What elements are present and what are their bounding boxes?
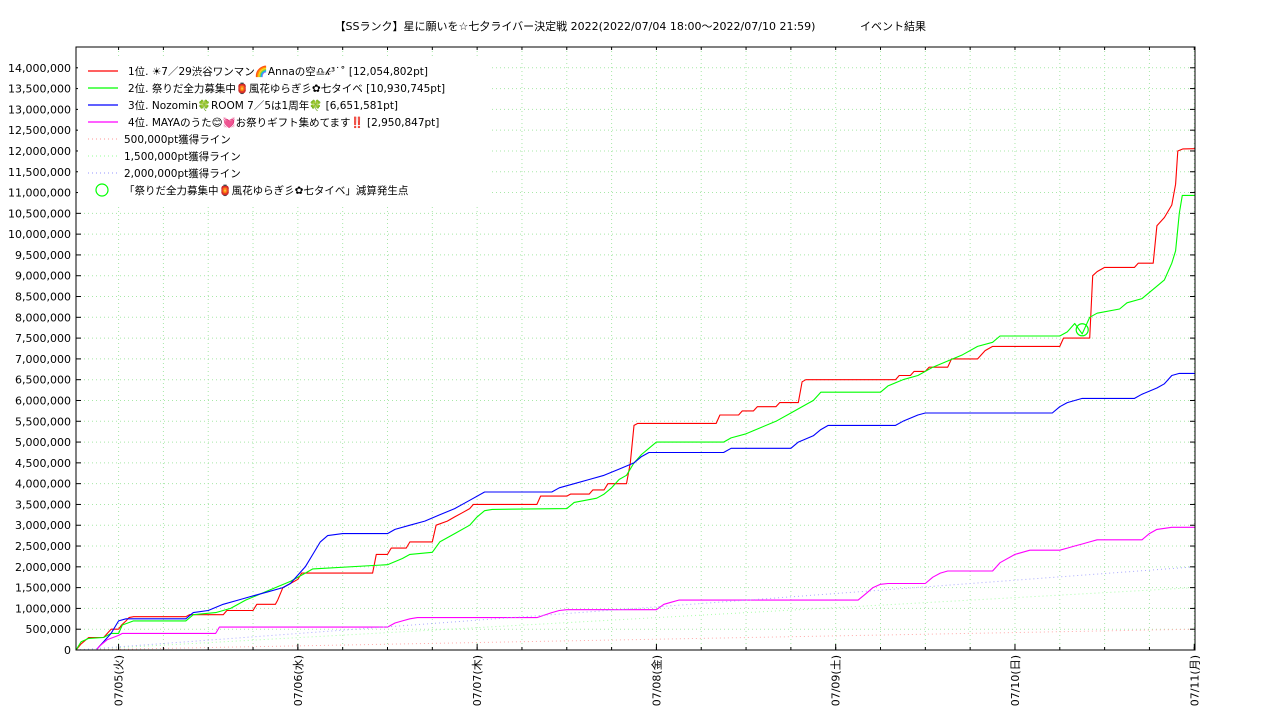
marker-point-1	[1075, 323, 1089, 337]
legend-label-7: 2,000,000pt獲得ライン	[124, 167, 241, 180]
legend: 1位. ☀7／29渋谷ワンマン🌈Annaの空♎𝓀³˙˚ [12,054,802p…	[78, 58, 490, 206]
y-tick-label: 8,500,000	[15, 291, 71, 304]
legend-label-1: 1位. ☀7／29渋谷ワンマン🌈Annaの空♎𝓀³˙˚ [12,054,802p…	[128, 65, 428, 78]
y-tick-label: 5,500,000	[15, 415, 71, 428]
series-line-6	[75, 587, 1196, 651]
plot-frame	[75, 46, 1196, 651]
y-tick-label: 4,500,000	[15, 457, 71, 470]
series-line-2	[75, 194, 1195, 651]
x-tick-label: 07/10(日)	[1009, 655, 1022, 706]
y-tick-label: 7,500,000	[15, 332, 71, 345]
y-tick-label: 1,500,000	[15, 582, 71, 595]
x-tick-label: 07/07(木)	[471, 655, 484, 706]
y-tick-label: 6,500,000	[15, 374, 71, 387]
y-tick-label: 6,000,000	[15, 394, 71, 407]
chart-subtitle: イベント結果	[860, 19, 926, 33]
y-axis: 0 500,000 1,000,000 1,500,000 2,000,000 2,500…	[8, 62, 1195, 657]
legend-label-8: 「祭りだ全力募集中🏮風花ゆらぎ彡✿七タイベ」減算発生点	[124, 184, 408, 197]
series-line-7	[75, 566, 1196, 651]
y-tick-label: 10,000,000	[8, 228, 71, 241]
y-tick-label: 10,500,000	[8, 207, 71, 220]
x-tick-label: 07/11(月)	[1188, 655, 1201, 706]
y-tick-label: 12,000,000	[8, 145, 71, 158]
x-tick-label: 07/08(金)	[649, 655, 663, 706]
y-tick-label: 3,500,000	[15, 498, 71, 511]
legend-label-2: 2位. 祭りだ全力募集中🏮風花ゆらぎ彡✿七タイベ [10,930,745pt]	[128, 82, 445, 95]
y-tick-label: 0	[64, 644, 71, 657]
x-tick-label: 07/09(土)	[830, 655, 843, 706]
legend-label-6: 1,500,000pt獲得ライン	[124, 150, 241, 163]
y-tick-label: 5,000,000	[15, 436, 71, 449]
y-tick-label: 11,500,000	[8, 166, 71, 179]
y-tick-label: 13,500,000	[8, 83, 71, 96]
x-axis: 07/05(火) 07/06(水) 07/07(木) 07/08(金) 07/09(土)…	[113, 47, 1201, 706]
series-lines	[75, 148, 1196, 651]
y-tick-label: 1,000,000	[15, 602, 71, 615]
y-tick-label: 9,500,000	[15, 249, 71, 262]
chart-title: 【SSランク】星に願いを☆七夕ライバー決定戦 2022(2022/07/04 1…	[335, 19, 816, 33]
y-tick-label: 2,500,000	[15, 540, 71, 553]
legend-label-4: 4位. MAYAのうた😊💓お祭りギフト集めてます‼️ [2,950,847pt]	[128, 116, 439, 129]
y-tick-label: 7,000,000	[15, 353, 71, 366]
series-line-3	[95, 372, 1195, 651]
y-tick-label: 4,000,000	[15, 478, 71, 491]
series-line-5	[75, 628, 1196, 651]
series-line-4	[95, 526, 1195, 651]
y-tick-label: 14,000,000	[8, 62, 71, 75]
y-tick-label: 2,000,000	[15, 561, 71, 574]
y-tick-label: 500,000	[26, 623, 72, 636]
y-tick-label: 13,000,000	[8, 103, 71, 116]
y-tick-label: 8,000,000	[15, 311, 71, 324]
legend-label-3: 3位. Nozomin🍀ROOM 7／5は1周年🍀 [6,651,581pt]	[128, 99, 398, 112]
series-line-1	[75, 148, 1196, 651]
legend-box	[78, 58, 490, 206]
y-tick-label: 3,000,000	[15, 519, 71, 532]
x-tick-label: 07/06(水)	[292, 655, 305, 706]
x-tick-label: 07/05(火)	[113, 655, 126, 706]
markers	[1075, 323, 1089, 337]
legend-label-5: 500,000pt獲得ライン	[124, 133, 231, 146]
y-tick-label: 12,500,000	[8, 124, 71, 137]
y-tick-label: 11,000,000	[8, 187, 71, 200]
y-tick-label: 9,000,000	[15, 270, 71, 283]
legend-marker-swatch	[95, 183, 109, 197]
